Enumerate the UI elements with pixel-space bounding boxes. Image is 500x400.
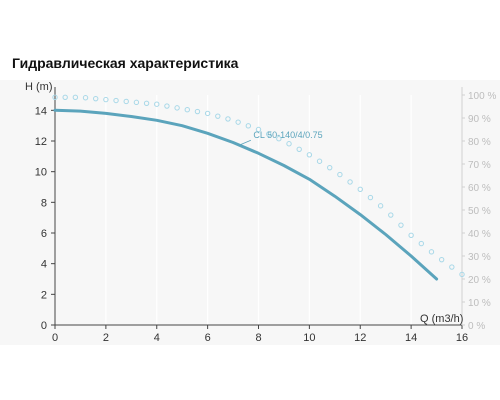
efficiency-point: [154, 101, 160, 107]
hydraulic-chart: 0 2 4 6 8 10 12 14 0 2 4 6 8 10 12 14 160 % 10 % 20 % 30 % 4…: [25, 81, 497, 344]
efficiency-point: [296, 146, 302, 152]
efficiency-point: [52, 94, 58, 101]
x-tick-label: 2: [103, 332, 109, 344]
efficiency-point: [357, 186, 363, 193]
efficiency-point: [255, 126, 262, 133]
efficiency-point: [204, 110, 211, 117]
y-tick-label: 12: [35, 136, 47, 148]
pump-curve-series: [53, 108, 439, 281]
efficiency-point: [418, 240, 424, 247]
y-axis-label: H (m): [25, 81, 53, 93]
y2-tick-label: 70 %: [468, 160, 491, 171]
y2-tick-label: 60 %: [468, 183, 491, 194]
efficiency-point: [133, 99, 140, 106]
y-tick-label: 0: [41, 320, 47, 332]
efficiency-point: [449, 264, 455, 270]
y2-tick-label: 30 %: [468, 252, 491, 263]
efficiency-point: [388, 212, 394, 218]
efficiency-point: [215, 113, 221, 119]
page-title: Гидравлическая характеристика: [12, 55, 239, 71]
x-tick-label: 0: [52, 332, 58, 344]
efficiency-point: [265, 131, 272, 137]
efficiency-point: [72, 94, 79, 101]
chart-area: 0 2 4 6 8 10 12 14 0 2 4 6 8 10 12 14 16 0 % 10 % 20 % 30 % 4…: [0, 80, 500, 345]
x-tick-label: 6: [205, 332, 211, 344]
x-axis-label: Q (m3/h): [420, 313, 463, 325]
x-tick-label: 8: [255, 332, 261, 344]
x-tick-label: 4: [154, 332, 160, 344]
efficiency-point: [235, 119, 241, 125]
efficiency-point: [286, 141, 292, 147]
efficiency-point: [337, 171, 343, 178]
efficiency-point: [377, 203, 384, 209]
efficiency-point: [347, 179, 353, 185]
efficiency-point: [428, 249, 435, 255]
series-label-pointer: [237, 139, 252, 146]
efficiency-point: [367, 194, 374, 201]
efficiency-point: [184, 107, 190, 113]
axes: [51, 87, 465, 329]
efficiency-series: [52, 94, 465, 278]
x-tick-label: 14: [405, 332, 417, 344]
y-tick-label: 8: [41, 197, 47, 209]
y-tick-label: 4: [41, 259, 47, 271]
y2-tick-label: 20 %: [468, 275, 491, 286]
y2-tick-label: 100 %: [468, 91, 496, 102]
pump-curve-line: [53, 108, 439, 281]
efficiency-point: [103, 96, 109, 103]
efficiency-point: [398, 222, 404, 228]
efficiency-point: [143, 100, 150, 106]
x-tick-label: 10: [303, 332, 315, 344]
efficiency-point: [93, 95, 99, 102]
efficiency-point: [306, 152, 313, 158]
efficiency-point: [459, 271, 465, 278]
x-tick-label: 16: [456, 332, 468, 344]
y-tick-label: 14: [35, 105, 47, 117]
x-tick-label: 12: [354, 332, 366, 344]
efficiency-point: [194, 108, 201, 115]
efficiency-point: [438, 256, 445, 263]
efficiency-point: [62, 94, 68, 101]
efficiency-point: [245, 123, 252, 129]
y-tick-label: 10: [35, 167, 47, 179]
series-label: CL 50-140/4/0.75: [253, 130, 322, 140]
efficiency-point: [408, 232, 414, 239]
y2-tick-label: 90 %: [468, 114, 491, 125]
y2-tick-label: 50 %: [468, 206, 491, 217]
y2-tick-label: 10 %: [468, 298, 491, 309]
efficiency-point: [327, 164, 333, 171]
efficiency-point: [276, 136, 282, 142]
efficiency-point: [316, 158, 323, 164]
efficiency-point: [82, 95, 89, 101]
efficiency-point: [113, 97, 119, 104]
y2-tick-label: 80 %: [468, 137, 491, 148]
y-tick-label: 2: [41, 289, 47, 301]
y2-tick-label: 40 %: [468, 229, 491, 240]
efficiency-point: [164, 103, 170, 109]
y-tick-label: 6: [41, 228, 47, 240]
efficiency-point: [174, 105, 180, 111]
y2-tick-label: 0 %: [468, 321, 485, 332]
tick-labels: 0 2 4 6 8 10 12 14 0 2 4 6 8 10 12 14 160 % 10 % 20 % 30 % 4…: [35, 91, 497, 344]
efficiency-point: [123, 98, 129, 105]
efficiency-point: [225, 116, 231, 122]
